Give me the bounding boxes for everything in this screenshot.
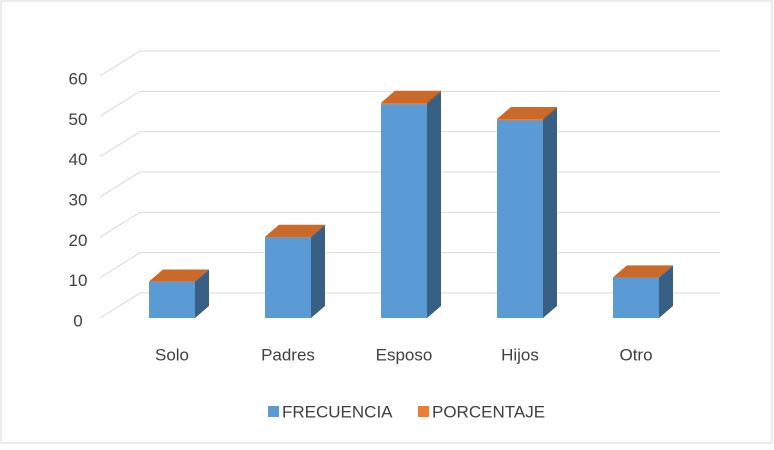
y-tick-label: 30	[69, 190, 88, 209]
y-tick-label: 60	[69, 69, 88, 88]
bar-front	[149, 282, 195, 318]
bar-side	[311, 225, 325, 318]
y-tick-label: 0	[73, 311, 82, 330]
y-tick-label: 50	[69, 110, 88, 129]
x-tick-label: Padres	[261, 345, 315, 364]
bar-front	[381, 104, 427, 318]
y-tick-label: 10	[69, 271, 88, 290]
legend-swatch	[418, 406, 429, 417]
y-tick-label: 40	[69, 150, 88, 169]
bar-front	[613, 278, 659, 318]
bar-front	[265, 237, 311, 318]
legend-swatch	[268, 406, 279, 417]
bar-front	[381, 103, 427, 105]
x-tick-label: Solo	[155, 345, 189, 364]
bar-side	[427, 92, 441, 318]
bar	[265, 225, 325, 318]
y-tick-label: 20	[69, 231, 88, 250]
bar	[381, 92, 441, 318]
legend-label: PORCENTAJE	[432, 402, 545, 421]
bar	[497, 108, 557, 318]
legend-label: FRECUENCIA	[282, 402, 393, 421]
x-tick-label: Esposo	[376, 345, 433, 364]
x-tick-label: Otro	[619, 345, 652, 364]
bar-front	[265, 237, 311, 238]
bar-front	[497, 120, 543, 318]
bar-side	[543, 108, 557, 318]
x-tick-label: Hijos	[501, 345, 539, 364]
bar-front	[497, 119, 543, 120]
